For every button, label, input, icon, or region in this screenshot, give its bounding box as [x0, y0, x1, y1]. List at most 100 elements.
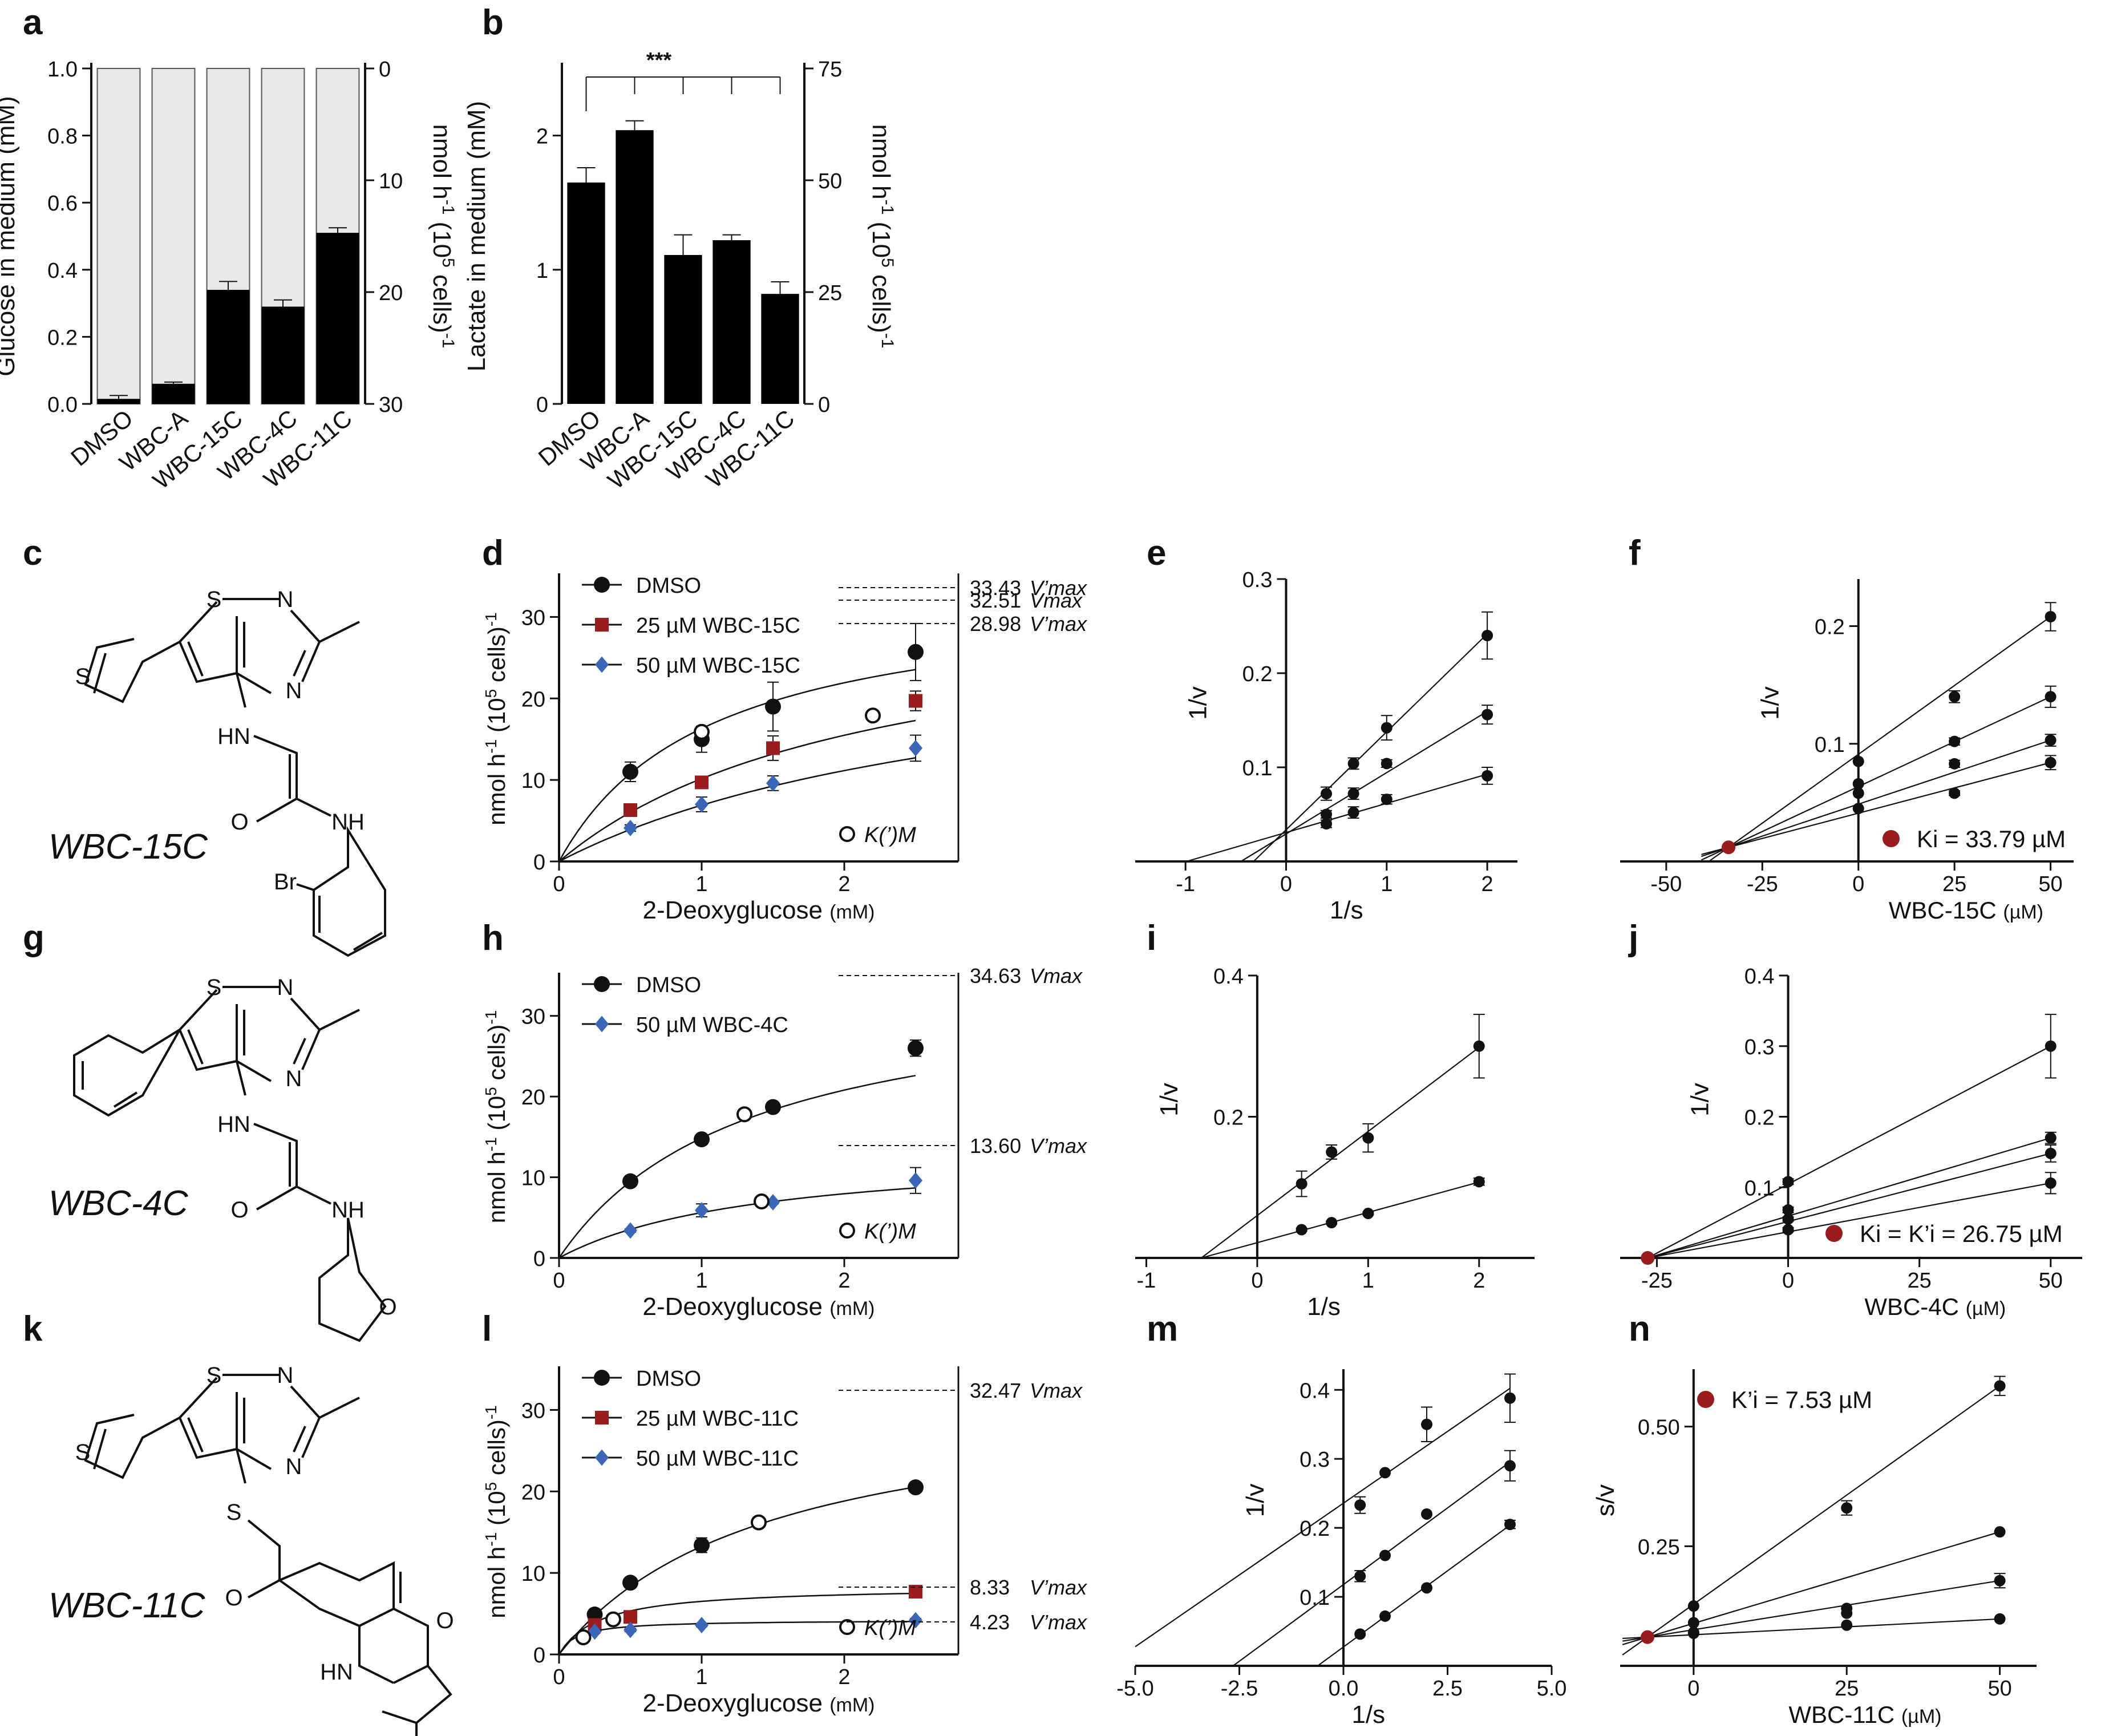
- fit-curve: [558, 669, 916, 862]
- fit-line: [1701, 696, 2051, 861]
- annotation-marker: [1825, 1225, 1843, 1242]
- data-point: [624, 820, 637, 836]
- data-point: [1321, 808, 1332, 820]
- vmax-label: V’max: [1030, 1134, 1088, 1158]
- annotation-label: Ki = K’i = 26.75 µM: [1860, 1220, 2063, 1247]
- y-tick-label: 0.25: [1638, 1535, 1680, 1559]
- atom-label: S: [226, 1500, 242, 1525]
- atom-label: N: [277, 587, 294, 612]
- data-point: [1326, 1217, 1338, 1229]
- data-point: [1421, 1582, 1432, 1594]
- atom-label: O: [379, 1294, 396, 1320]
- data-point: [1296, 1224, 1308, 1236]
- atom-label: N: [286, 1454, 302, 1479]
- legend-label: 25 µM WBC-11C: [636, 1407, 799, 1431]
- x-tick-label: -25: [1641, 1269, 1673, 1293]
- bond: [84, 1414, 180, 1479]
- structure-k: SNNSSOOHNO: [75, 1363, 454, 1736]
- vmax-value: 32.47: [970, 1379, 1021, 1402]
- data-point: [766, 1194, 780, 1211]
- fit-line: [1317, 1524, 1511, 1666]
- y-tick-label: 0.3: [1300, 1448, 1330, 1472]
- data-point: [1949, 758, 1961, 770]
- y-tick-label: 0.1: [1242, 756, 1273, 780]
- y-tick-label: 0.2: [1815, 616, 1845, 640]
- x-tick-label: 2: [838, 872, 850, 896]
- y2-tick-label: 0: [379, 58, 391, 82]
- legend-km-marker: [839, 826, 855, 842]
- data-point: [624, 1610, 637, 1624]
- data-point: [766, 775, 780, 792]
- panel-b: 0120255075DMSOWBC-AWBC-15CWBC-4CWBC-11CL…: [463, 48, 897, 494]
- vmax-label: V’max: [1030, 576, 1088, 600]
- bond: [247, 1519, 429, 1684]
- x-axis-label: WBC-11C (µM): [1788, 1701, 1941, 1728]
- atom-label: HN: [217, 1112, 250, 1137]
- legend-marker: [595, 1449, 609, 1466]
- data-point: [765, 698, 781, 715]
- km-point: [865, 707, 881, 724]
- y-tick-label: 0.2: [47, 326, 78, 350]
- data-point: [2045, 691, 2057, 703]
- data-point: [2045, 734, 2057, 746]
- vmax-label: Vmax: [1030, 1379, 1083, 1402]
- panel-letter-i: i: [1147, 918, 1156, 958]
- y2-tick-label: 30: [379, 393, 403, 417]
- y-axis-label: 1/v: [1155, 1083, 1183, 1116]
- data-point: [1481, 709, 1493, 721]
- km-point: [605, 1611, 621, 1628]
- data-point: [2045, 1147, 2057, 1159]
- km-point: [751, 1514, 767, 1531]
- intersection-point: [1640, 1630, 1654, 1644]
- y-tick-label: 0.2: [1213, 1106, 1244, 1130]
- annotation-marker: [1883, 830, 1900, 847]
- x-tick-label: 2: [1481, 872, 1493, 896]
- annotation-label: K’i = 7.53 µM: [1731, 1386, 1872, 1413]
- fit-line: [1201, 1047, 1480, 1259]
- y-axis-label: Glucose in medium (mM): [0, 96, 20, 376]
- x-tick-label: 50: [1987, 1677, 2011, 1701]
- y-tick-label: 0.3: [1744, 1035, 1775, 1059]
- y-tick-label: 0.8: [47, 125, 78, 149]
- panel-m: -5.0 -2.5 0.0 2.5 5.00.10.20.30.41/s1/v: [1116, 1369, 1566, 1729]
- bar-background: [151, 68, 196, 404]
- fit-line: [1186, 773, 1488, 863]
- y-tick-label: 0.2: [1300, 1517, 1330, 1541]
- atom-label: HN: [217, 724, 250, 749]
- data-point: [765, 1099, 781, 1115]
- y-tick-label: 0: [536, 393, 548, 417]
- data-point: [622, 1173, 638, 1189]
- intersection-point: [1722, 840, 1736, 855]
- y-tick-label: 0.4: [1744, 965, 1775, 989]
- data-point: [1852, 787, 1864, 799]
- bar: [567, 182, 605, 404]
- legend-label: 50 µM WBC-15C: [636, 654, 800, 678]
- bond: [313, 825, 386, 957]
- atom-label: O: [436, 1608, 454, 1633]
- x-tick-label: 0: [1782, 1269, 1794, 1293]
- bond: [253, 735, 331, 823]
- data-point: [1782, 1224, 1794, 1236]
- data-point: [1362, 1132, 1374, 1144]
- x-axis-label: 2-Deoxyglucose (mM): [642, 1689, 875, 1717]
- data-point: [695, 796, 709, 813]
- fit-line: [1622, 1618, 2000, 1640]
- legend-km-marker: [839, 1223, 855, 1239]
- y-tick-label: 0.3: [1242, 568, 1273, 592]
- bar: [664, 254, 702, 404]
- significance-label: ***: [646, 48, 672, 72]
- data-point: [1782, 1204, 1794, 1216]
- y2-tick-label: 0: [818, 393, 830, 417]
- x-tick-label: 1: [1362, 1269, 1374, 1293]
- legend-marker: [594, 1370, 610, 1386]
- fit-line: [1622, 1385, 2001, 1656]
- y-tick-label: 20: [521, 1480, 545, 1504]
- data-point: [1473, 1176, 1485, 1188]
- data-point: [909, 694, 922, 708]
- bond: [178, 598, 360, 694]
- data-point: [1994, 1575, 2006, 1587]
- atom-label: S: [207, 1363, 222, 1388]
- data-point: [694, 1131, 710, 1148]
